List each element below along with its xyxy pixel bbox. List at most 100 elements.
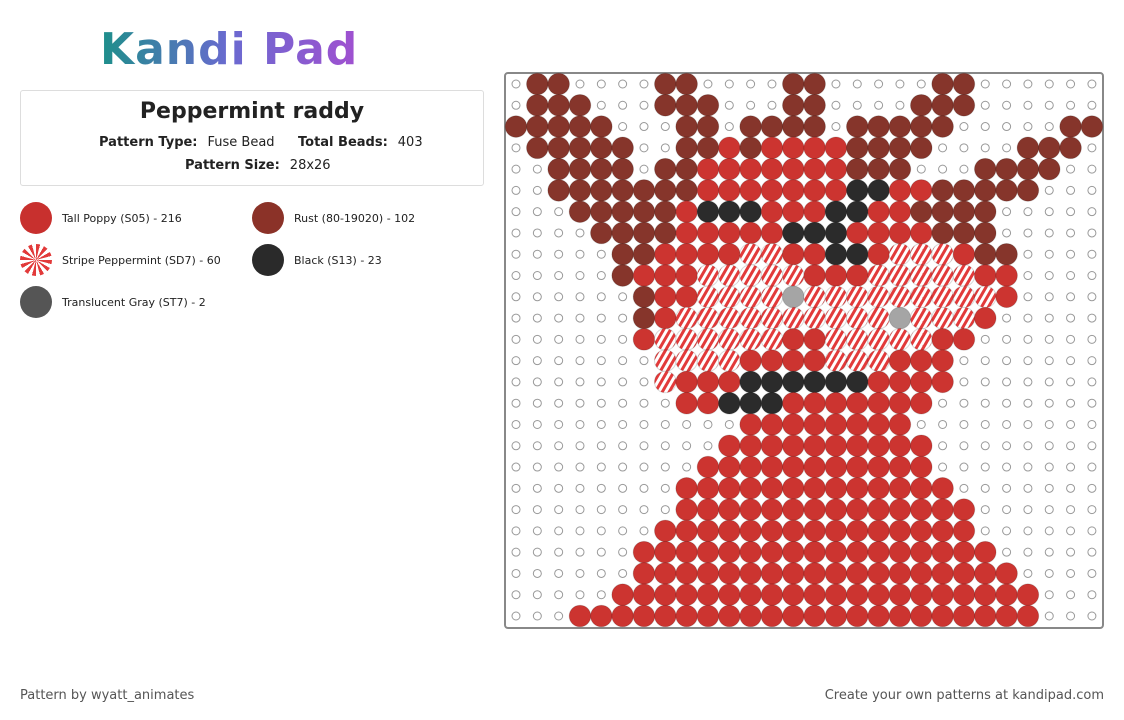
bead: [973, 604, 997, 628]
peg: [959, 419, 969, 429]
bead: [909, 540, 933, 564]
bead: [867, 540, 890, 564]
peg: [554, 356, 564, 366]
bead: [1059, 136, 1082, 160]
bead: [760, 455, 784, 479]
bead: [590, 221, 613, 245]
bead: [526, 136, 549, 160]
peg: [1002, 79, 1012, 89]
bead: [867, 519, 890, 543]
bead: [718, 349, 741, 372]
peg: [596, 249, 606, 259]
peg: [639, 505, 649, 515]
bead: [675, 391, 698, 415]
peg: [1023, 419, 1033, 429]
bead: [760, 413, 784, 436]
peg: [959, 143, 969, 153]
peg: [1087, 207, 1097, 217]
peg: [1023, 356, 1033, 366]
cta[interactable]: Create your own patterns at kandipad.com: [824, 688, 1104, 703]
peg: [1044, 79, 1054, 89]
bead: [654, 157, 677, 181]
bead: [781, 179, 805, 202]
peg: [639, 122, 649, 132]
bead: [781, 93, 805, 117]
bead: [547, 179, 570, 202]
peg: [980, 441, 990, 451]
peg: [532, 228, 542, 238]
bead: [781, 242, 805, 266]
swatch: [252, 244, 284, 276]
peg: [511, 207, 521, 217]
bead: [888, 498, 912, 521]
peg: [852, 79, 862, 89]
bead: [696, 562, 720, 585]
peg: [1044, 122, 1054, 132]
field-label: Total Beads:: [298, 135, 388, 150]
peg: [511, 313, 521, 323]
peg: [1087, 143, 1097, 153]
peg: [596, 398, 606, 408]
peg: [575, 526, 585, 536]
bead: [718, 477, 741, 500]
field-value: 403: [397, 135, 423, 150]
bead: [803, 136, 826, 160]
bead: [824, 413, 848, 436]
bead: [547, 136, 570, 160]
bead: [526, 93, 549, 117]
bead: [718, 455, 741, 479]
bead: [590, 604, 613, 628]
bead: [909, 179, 933, 202]
peg: [980, 398, 990, 408]
bead: [568, 604, 592, 628]
field: Pattern Type: Fuse Bead: [99, 135, 275, 150]
peg: [511, 228, 521, 238]
bead: [845, 370, 869, 394]
peg: [1044, 228, 1054, 238]
bead: [888, 115, 912, 138]
bead: [760, 540, 784, 564]
bead: [675, 562, 698, 585]
peg: [1087, 611, 1097, 621]
bead: [973, 540, 997, 564]
peg: [554, 292, 564, 302]
peg: [1044, 249, 1054, 259]
peg: [1023, 228, 1033, 238]
bead: [654, 306, 677, 330]
peg: [1044, 462, 1054, 472]
bead: [718, 285, 741, 309]
peg: [575, 462, 585, 472]
peg: [532, 185, 542, 195]
peg: [831, 122, 841, 132]
peg: [511, 356, 521, 366]
logo[interactable]: Kandi Pad: [100, 24, 359, 75]
peg: [1002, 462, 1012, 472]
bead: [696, 604, 720, 628]
bead: [696, 157, 720, 181]
bead: [952, 604, 976, 628]
peg: [596, 313, 606, 323]
peg: [1002, 547, 1012, 557]
peg: [1066, 441, 1076, 451]
bead: [611, 242, 634, 266]
peg: [1002, 207, 1012, 217]
bead: [824, 285, 848, 309]
peg: [916, 419, 926, 429]
peg: [596, 419, 606, 429]
bead: [909, 285, 933, 309]
bead: [760, 562, 784, 585]
peg: [1044, 483, 1054, 493]
peg: [1002, 356, 1012, 366]
bead: [824, 583, 848, 607]
bead: [931, 583, 954, 607]
peg: [980, 100, 990, 110]
bead: [888, 136, 912, 160]
bead: [718, 498, 741, 521]
peg: [532, 526, 542, 536]
bead: [931, 370, 954, 394]
peg: [1066, 398, 1076, 408]
bead: [568, 157, 592, 181]
peg: [724, 100, 734, 110]
peg: [1044, 398, 1054, 408]
bead: [718, 434, 741, 458]
